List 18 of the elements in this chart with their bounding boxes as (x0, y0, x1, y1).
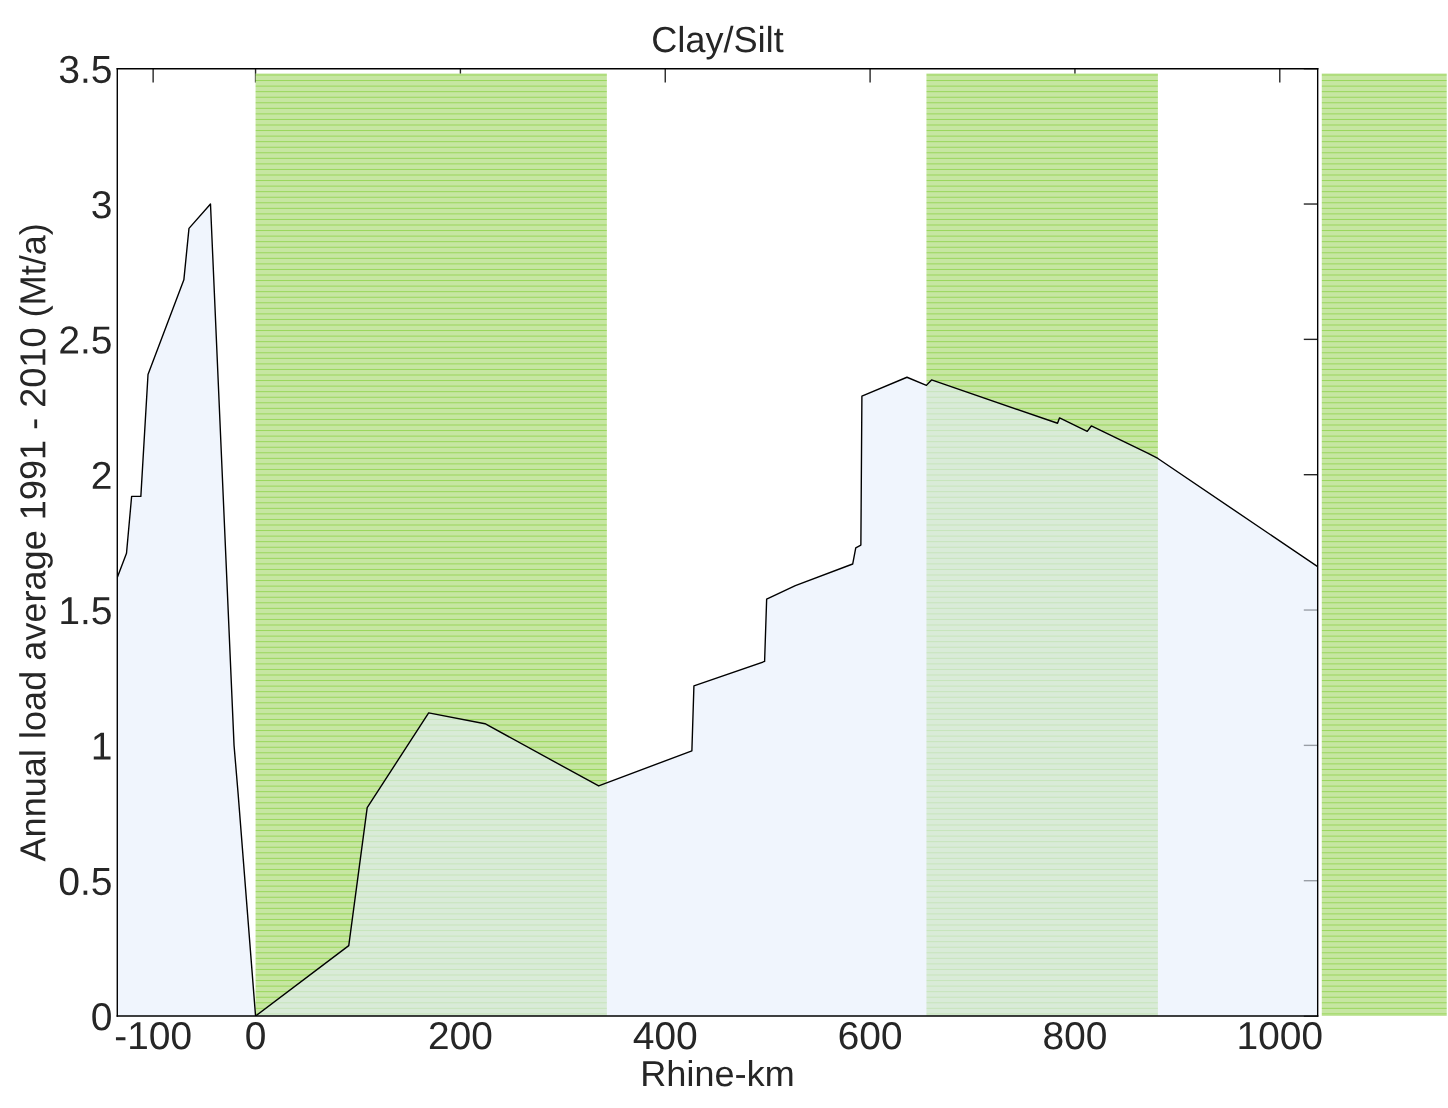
x-tick-label: 200 (429, 1021, 492, 1050)
x-tick-label: 800 (1044, 1021, 1106, 1050)
x-tick-label: -100 (115, 1021, 191, 1050)
y-tick-label: 0.5 (59, 867, 111, 896)
y-tick-label: 2 (92, 461, 111, 489)
y-tick-label: 3 (92, 190, 111, 219)
y-tick-label: 1.5 (61, 597, 111, 625)
y-tick-label: 2.5 (60, 326, 111, 354)
y-tick-label: 1 (93, 732, 111, 760)
x-tick-label: 0 (246, 1021, 265, 1050)
chart-title: Clay/Silt (653, 25, 784, 60)
y-tick-label: 0 (92, 1002, 111, 1031)
x-axis-title: Rhine-km (643, 1059, 793, 1087)
y-axis-title: Annual load average 1991 - 2010 (Mt/a) (19, 225, 53, 862)
x-tick-label: 400 (633, 1021, 697, 1050)
y-tick-label: 3.5 (59, 55, 111, 84)
x-tick-label: 600 (839, 1021, 902, 1050)
x-tick-label: 1000 (1239, 1021, 1322, 1050)
